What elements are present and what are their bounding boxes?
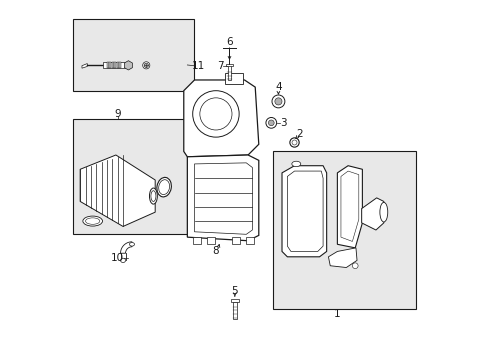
Ellipse shape	[82, 216, 102, 226]
Bar	[233, 302, 236, 319]
Polygon shape	[124, 61, 132, 70]
Ellipse shape	[291, 161, 300, 167]
Circle shape	[144, 63, 148, 67]
Polygon shape	[361, 198, 383, 230]
Bar	[231, 237, 240, 244]
Bar	[73, 19, 194, 91]
Bar	[119, 63, 121, 68]
Polygon shape	[121, 242, 132, 253]
Ellipse shape	[379, 202, 387, 222]
Circle shape	[142, 62, 149, 69]
Bar	[230, 299, 238, 302]
Bar	[224, 73, 242, 84]
Bar	[225, 64, 233, 66]
Text: 11: 11	[191, 61, 204, 71]
Polygon shape	[183, 80, 258, 157]
Text: 10: 10	[111, 253, 124, 263]
Bar	[109, 63, 111, 68]
Circle shape	[265, 117, 276, 128]
Bar	[107, 63, 108, 68]
Text: 7: 7	[217, 61, 223, 71]
Circle shape	[274, 98, 282, 105]
Ellipse shape	[149, 188, 157, 204]
Bar	[112, 63, 114, 68]
Text: 4: 4	[275, 82, 281, 92]
Polygon shape	[282, 166, 326, 257]
Circle shape	[192, 91, 239, 137]
Bar	[73, 119, 194, 234]
Bar	[103, 63, 124, 68]
Text: 1: 1	[333, 309, 340, 319]
Bar	[227, 65, 231, 80]
Bar	[246, 237, 254, 244]
Polygon shape	[328, 248, 356, 267]
Circle shape	[268, 120, 274, 126]
Ellipse shape	[121, 258, 125, 262]
Polygon shape	[80, 155, 155, 226]
Bar	[272, 152, 415, 309]
Bar	[192, 237, 200, 244]
Circle shape	[289, 138, 299, 147]
Text: 5: 5	[231, 286, 238, 296]
Text: 9: 9	[114, 109, 121, 119]
Polygon shape	[187, 155, 258, 241]
Text: 8: 8	[212, 247, 219, 256]
Bar	[206, 237, 214, 244]
Text: 3: 3	[280, 118, 286, 128]
Bar	[114, 63, 116, 68]
Polygon shape	[82, 64, 87, 68]
Ellipse shape	[157, 177, 171, 197]
Circle shape	[271, 95, 285, 108]
Text: 2: 2	[296, 129, 303, 139]
Circle shape	[352, 263, 357, 269]
Polygon shape	[337, 166, 362, 248]
Bar	[117, 63, 119, 68]
Text: 6: 6	[226, 37, 232, 48]
Ellipse shape	[129, 243, 134, 246]
